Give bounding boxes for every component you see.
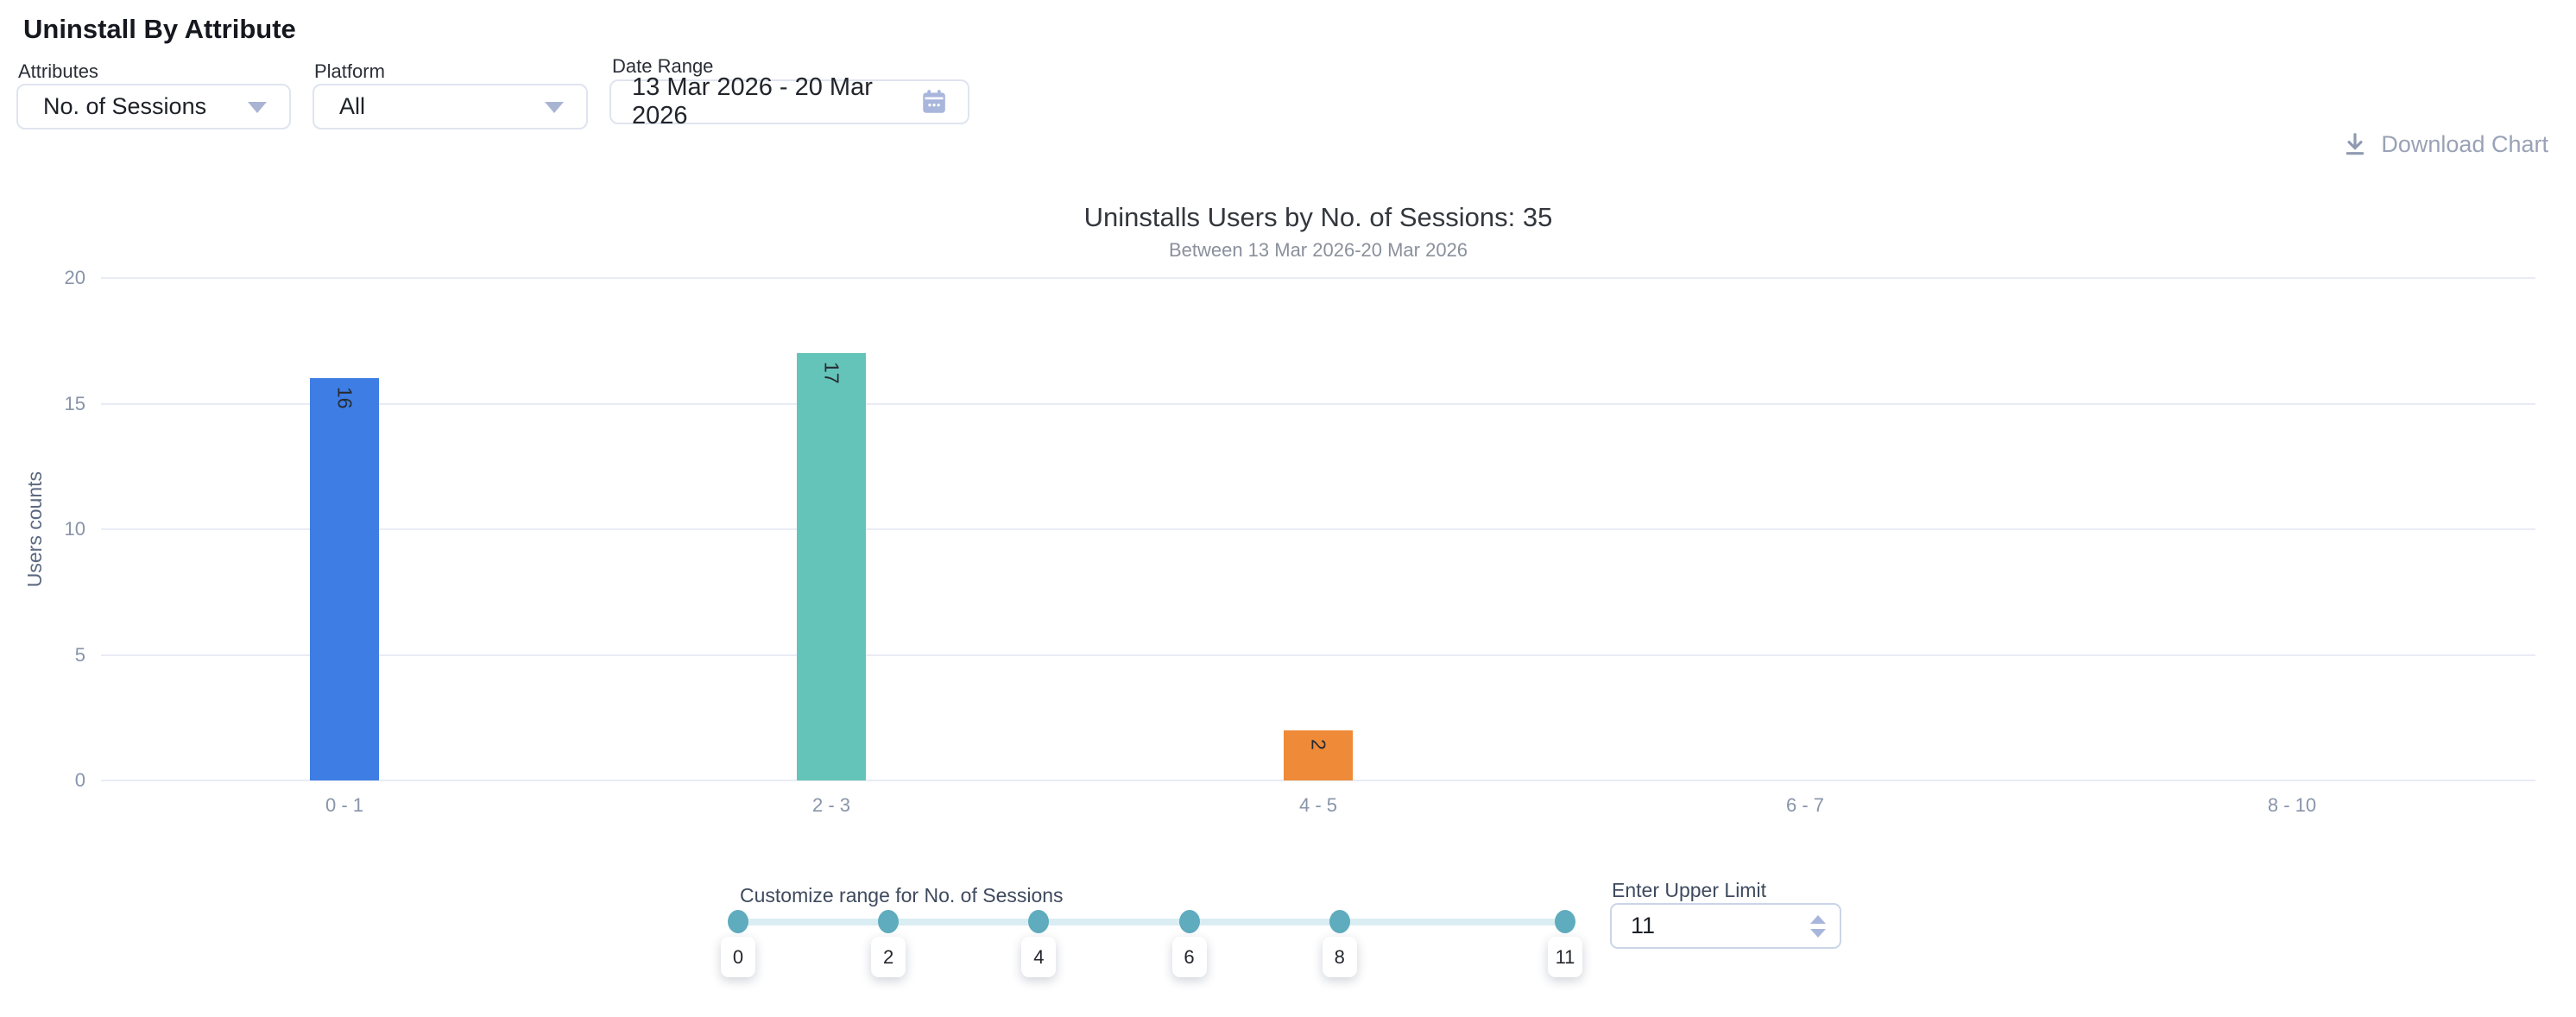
chart-subtitle: Between 13 Mar 2026-20 Mar 2026: [1168, 239, 1468, 261]
slider-value-tag: 11: [1548, 937, 1582, 977]
date-range-field[interactable]: 13 Mar 2026 - 20 Mar 2026: [609, 73, 969, 129]
download-icon[interactable]: [2341, 130, 2369, 158]
download-chart-label: Download Chart: [2381, 130, 2548, 157]
slider-handle-6[interactable]: [1178, 910, 1200, 933]
attributes-select[interactable]: No. of Sessions: [16, 84, 291, 129]
y-tick-label: 10: [64, 518, 85, 540]
y-tick-label: 0: [74, 769, 85, 791]
slider-value-tag: 6: [1171, 937, 1207, 977]
slider-value-tag: 0: [721, 937, 755, 977]
platform-select[interactable]: All: [313, 84, 588, 129]
chevron-down-icon: [248, 101, 267, 113]
slider-handle-8[interactable]: [1329, 910, 1350, 933]
x-tick-label: 4 - 5: [1298, 794, 1338, 816]
x-tick-label: 0 - 1: [325, 794, 364, 816]
chart-title: Uninstalls Users by No. of Sessions: 35: [1083, 202, 1553, 232]
bar-value-label: 17: [820, 362, 843, 384]
bar-value-label: 2: [1307, 738, 1330, 750]
download-chart-button[interactable]: Download Chart: [2336, 129, 2554, 159]
chevron-down-icon: [545, 101, 564, 113]
y-tick-label: 5: [74, 643, 85, 666]
page-title: Uninstall By Attribute: [23, 14, 296, 44]
date-range-label: Date Range: [612, 55, 714, 77]
gridline: [101, 402, 2535, 405]
slider-handle-2[interactable]: [878, 910, 900, 933]
upper-limit-box: [1610, 903, 1841, 949]
y-tick-label: 15: [64, 392, 85, 414]
slider-value-tag: 2: [871, 937, 906, 977]
slider-handle-0[interactable]: [728, 910, 748, 933]
gridline: [101, 277, 2535, 279]
upper-limit-label: Enter Upper Limit: [1612, 879, 1766, 901]
range-slider-track[interactable]: [738, 919, 1565, 925]
calendar-icon[interactable]: [919, 86, 949, 117]
x-tick-label: 2 - 3: [811, 794, 851, 816]
bar-value-label: 16: [333, 387, 357, 409]
date-range-value: 13 Mar 2026 - 20 Mar 2026: [632, 73, 873, 129]
upper-limit-spinner: [1810, 914, 1826, 938]
bar-4-5[interactable]: 2: [1284, 730, 1353, 780]
range-slider-label: Customize range for No. of Sessions: [740, 884, 1064, 906]
gridline: [101, 654, 2535, 656]
bar-0-1[interactable]: 16: [310, 378, 379, 780]
x-tick-label: 8 - 10: [2267, 794, 2317, 816]
y-tick-label: 20: [64, 267, 85, 288]
platform-select-value: All: [339, 93, 366, 119]
gridline: [101, 528, 2535, 530]
slider-handle-11[interactable]: [1555, 910, 1575, 933]
slider-handle-4[interactable]: [1028, 910, 1050, 933]
bar-2-3[interactable]: 17: [797, 353, 866, 780]
attributes-select-value: No. of Sessions: [43, 93, 207, 119]
attributes-label: Attributes: [18, 60, 98, 82]
x-tick-label: 6 - 7: [1785, 794, 1825, 816]
spinner-up-icon[interactable]: [1810, 914, 1826, 924]
upper-limit-input[interactable]: [1612, 905, 1803, 947]
platform-label: Platform: [314, 60, 385, 82]
chart-plot: Users counts 0 5 10 15 20 0 - 1 16 2 - 3 17 4 - 5…: [23, 267, 2535, 816]
spinner-down-icon[interactable]: [1810, 928, 1826, 938]
gridline: [101, 780, 2535, 781]
slider-value-tag: 4: [1021, 937, 1057, 977]
slider-value-tag: 8: [1322, 937, 1357, 977]
